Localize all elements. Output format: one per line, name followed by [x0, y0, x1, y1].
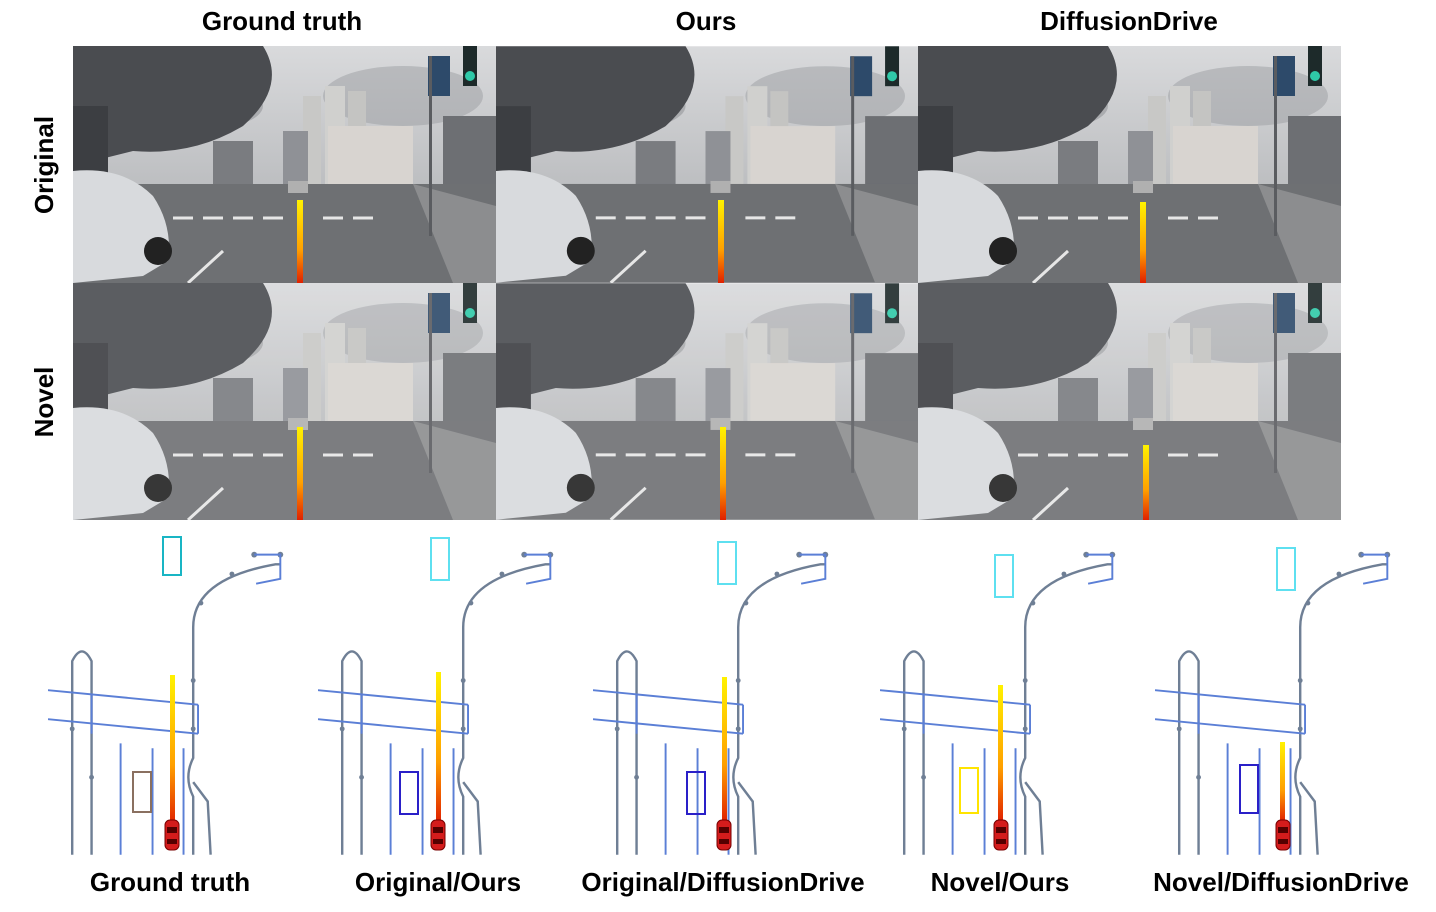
bev-map	[1155, 550, 1392, 856]
camera-image	[73, 283, 496, 520]
trajectory	[170, 675, 175, 825]
camera-grid	[73, 46, 1341, 520]
bev-map	[318, 550, 555, 856]
row-label: Original	[29, 116, 59, 214]
ego-car	[430, 819, 446, 851]
camera-image	[918, 283, 1341, 520]
ego-car	[1275, 819, 1291, 851]
ego-car	[716, 819, 732, 851]
trajectory	[722, 677, 727, 822]
bev-label: Novel/DiffusionDrive	[1153, 867, 1409, 897]
trajectory	[1280, 742, 1285, 822]
trajectory	[720, 427, 726, 520]
bev-label: Original/Ours	[355, 867, 521, 897]
camera-image	[496, 46, 918, 283]
camera-image	[918, 46, 1341, 283]
trajectory	[297, 200, 303, 283]
camera-image	[496, 283, 918, 520]
column-headers: Ground truth Ours DiffusionDrive	[202, 6, 1218, 36]
bev-map	[48, 550, 285, 856]
row-labels: Original Novel	[29, 116, 59, 438]
bev-map	[593, 550, 830, 856]
agent-boxes	[132, 536, 1296, 815]
bev-label: Ground truth	[90, 867, 250, 897]
column-header: Ground truth	[202, 6, 362, 36]
trajectory	[718, 200, 724, 283]
bev-label: Novel/Ours	[931, 867, 1070, 897]
trajectory	[436, 672, 441, 822]
ego-car	[164, 819, 180, 851]
column-header: DiffusionDrive	[1040, 6, 1218, 36]
bev-labels: Ground truth Original/Ours Original/Diff…	[90, 867, 1409, 897]
column-header: Ours	[676, 6, 737, 36]
camera-image	[73, 46, 496, 283]
trajectory	[998, 685, 1003, 822]
bev-panels	[48, 536, 1392, 856]
ego-car	[993, 819, 1009, 851]
bev-label: Original/DiffusionDrive	[581, 867, 864, 897]
row-label: Novel	[29, 367, 59, 438]
trajectory	[1143, 445, 1149, 520]
trajectory	[297, 427, 303, 520]
trajectory	[1140, 202, 1146, 283]
